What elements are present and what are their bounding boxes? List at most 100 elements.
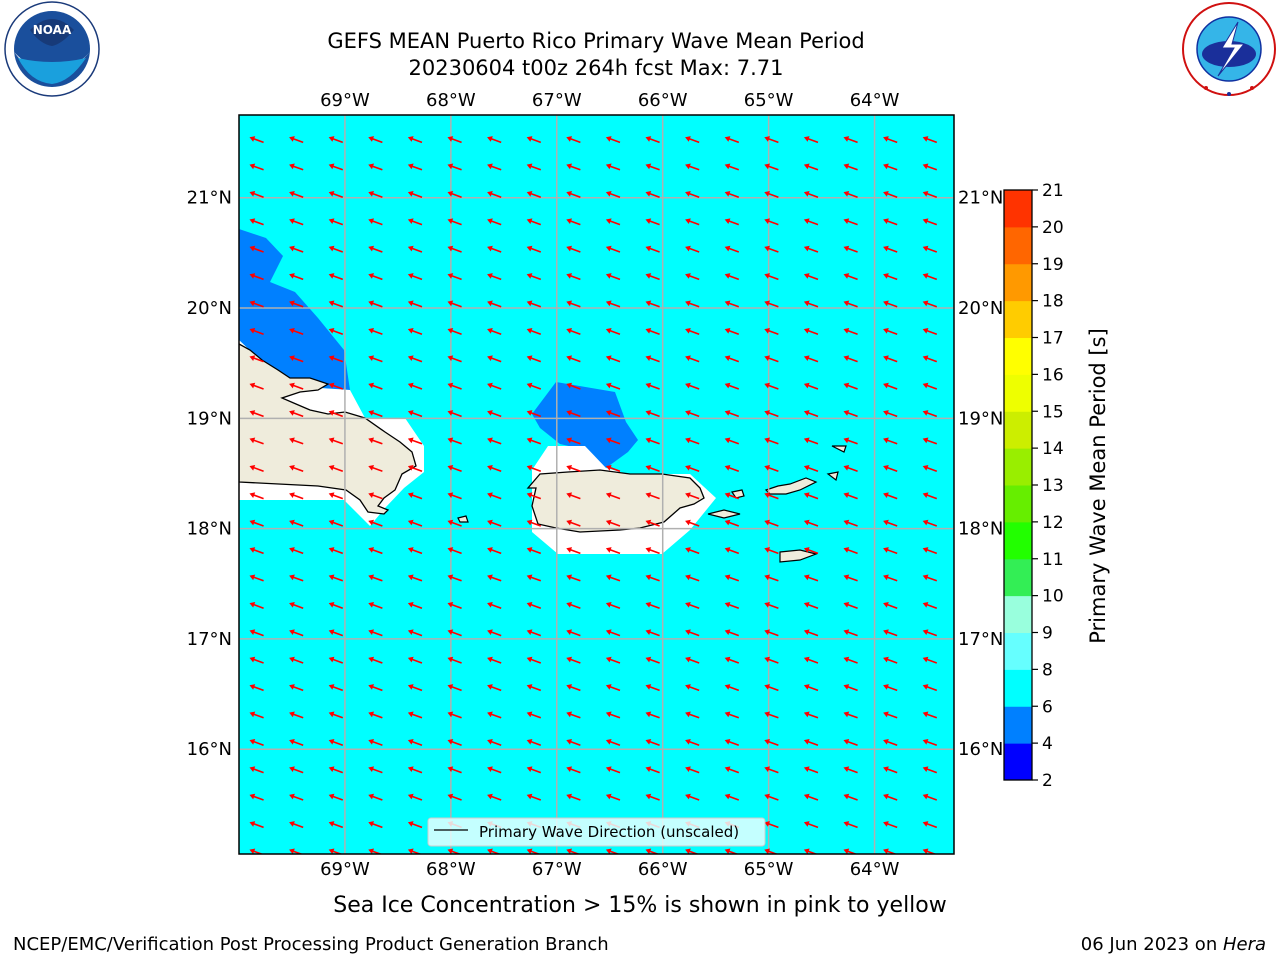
wave-direction-arrow: [289, 355, 304, 363]
wave-direction-arrow: [526, 218, 542, 226]
colorbar-segment: [1004, 706, 1032, 744]
wave-direction-arrow: [605, 163, 621, 171]
wave-direction-arrow: [566, 437, 581, 445]
wave-direction-arrow: [566, 136, 581, 144]
wave-direction-arrow: [368, 574, 383, 582]
latitude-tick-label: 18°N: [187, 519, 232, 540]
wave-direction-arrow: [249, 300, 264, 308]
colorbar-tick-label: 6: [1042, 697, 1053, 717]
wave-direction-arrow: [922, 519, 938, 527]
footer-date: 06 Jun 2023 on Hera: [1081, 934, 1266, 955]
wave-direction-arrow: [487, 656, 502, 664]
wave-direction-arrow: [605, 437, 621, 445]
colorbar-tick-label: 18: [1042, 292, 1064, 312]
longitude-tick-label: 66°W: [638, 90, 688, 111]
wave-direction-arrow: [249, 821, 264, 829]
wave-direction-arrow: [566, 464, 581, 472]
wave-direction-arrow: [922, 574, 938, 582]
latitude-tick-label: 21°N: [958, 188, 1003, 209]
colorbar-tick-label: 2: [1042, 771, 1053, 791]
wave-direction-arrow: [487, 766, 502, 774]
wave-direction-arrow: [605, 382, 621, 390]
wave-direction-arrow: [328, 327, 344, 335]
wave-direction-arrow: [922, 273, 938, 281]
puerto-rico-land: [526, 469, 705, 533]
wave-direction-arrow: [328, 848, 344, 854]
wave-direction-arrow: [883, 300, 898, 308]
wave-direction-arrow: [685, 355, 700, 363]
wave-direction-arrow: [566, 793, 581, 801]
wave-direction-arrow: [724, 273, 740, 281]
wave-direction-arrow: [368, 355, 383, 363]
wave-direction-arrow: [605, 793, 621, 801]
wave-direction-arrow: [407, 684, 423, 692]
wave-direction-arrow: [764, 136, 779, 144]
sea-ice-note: Sea Ice Concentration > 15% is shown in …: [333, 893, 947, 918]
wave-direction-arrow: [764, 437, 779, 445]
wave-direction-arrow: [843, 300, 858, 308]
colorbar-label: Primary Wave Mean Period [s]: [1086, 328, 1110, 644]
longitude-labels-top: 69°W 68°W 67°W 66°W 65°W 64°W: [320, 90, 900, 111]
longitude-tick-label: 68°W: [426, 859, 476, 880]
wave-direction-arrow: [645, 519, 660, 527]
wave-direction-arrow: [566, 163, 581, 171]
wave-direction-arrow: [328, 410, 344, 418]
wave-direction-arrow: [764, 382, 779, 390]
wave-direction-arrow: [883, 793, 898, 801]
gridlines: [239, 115, 954, 854]
wave-direction-arrow: [645, 766, 660, 774]
wave-direction-arrow: [843, 355, 858, 363]
wave-direction-arrow: [249, 793, 264, 801]
wave-direction-arrow: [249, 163, 264, 171]
wave-direction-arrow: [922, 656, 938, 664]
wave-direction-arrow: [803, 656, 819, 664]
wave-direction-arrow: [922, 327, 938, 335]
wave-direction-arrow: [883, 245, 898, 253]
wave-direction-arrow: [526, 190, 542, 198]
wave-direction-arrow: [724, 684, 740, 692]
colorbar-tick-label: 10: [1042, 587, 1064, 607]
wave-direction-arrow: [922, 711, 938, 719]
wave-direction-arrow: [605, 190, 621, 198]
wave-direction-arrow: [685, 684, 700, 692]
wave-direction-arrow: [249, 547, 264, 555]
wave-direction-arrow: [883, 684, 898, 692]
wave-direction-arrow: [883, 355, 898, 363]
longitude-labels-bottom: 69°W 68°W 67°W 66°W 65°W 64°W: [320, 859, 900, 880]
wave-direction-arrow: [407, 656, 423, 664]
wave-direction-arrow: [566, 738, 581, 746]
colorbar-segment: [1004, 521, 1032, 560]
wave-direction-arrow: [566, 519, 581, 527]
wave-direction-arrow: [368, 821, 383, 829]
wave-direction-arrow: [685, 766, 700, 774]
wave-direction-arrow: [249, 574, 264, 582]
wave-direction-arrow: [803, 711, 819, 719]
wave-direction-arrow: [685, 382, 700, 390]
wave-direction-arrow: [843, 410, 858, 418]
wave-direction-arrow: [487, 300, 502, 308]
latitude-tick-label: 20°N: [187, 298, 232, 319]
wave-direction-arrow: [526, 492, 542, 500]
wave-direction-arrow: [407, 492, 423, 500]
wave-direction-arrow: [368, 793, 383, 801]
wave-direction-arrow: [368, 711, 383, 719]
wave-direction-arrow: [803, 437, 819, 445]
wave-direction-arrow: [289, 738, 304, 746]
wave-direction-arrow: [289, 327, 304, 335]
wave-direction-arrow: [447, 684, 462, 692]
wave-direction-arrow: [368, 656, 383, 664]
wave-direction-arrow: [843, 190, 858, 198]
wave-direction-arrow: [447, 410, 462, 418]
wave-direction-arrow: [368, 738, 383, 746]
wave-direction-arrow: [803, 738, 819, 746]
wave-direction-arrow: [764, 190, 779, 198]
wave-direction-arrow: [843, 437, 858, 445]
longitude-tick-label: 69°W: [320, 859, 370, 880]
wave-direction-arrow: [289, 492, 304, 500]
wave-direction-arrow: [922, 245, 938, 253]
wave-direction-arrow: [407, 437, 423, 445]
wave-direction-arrow: [803, 218, 819, 226]
wave-direction-arrow: [289, 684, 304, 692]
wave-direction-arrow: [803, 410, 819, 418]
wave-direction-arrow: [685, 218, 700, 226]
